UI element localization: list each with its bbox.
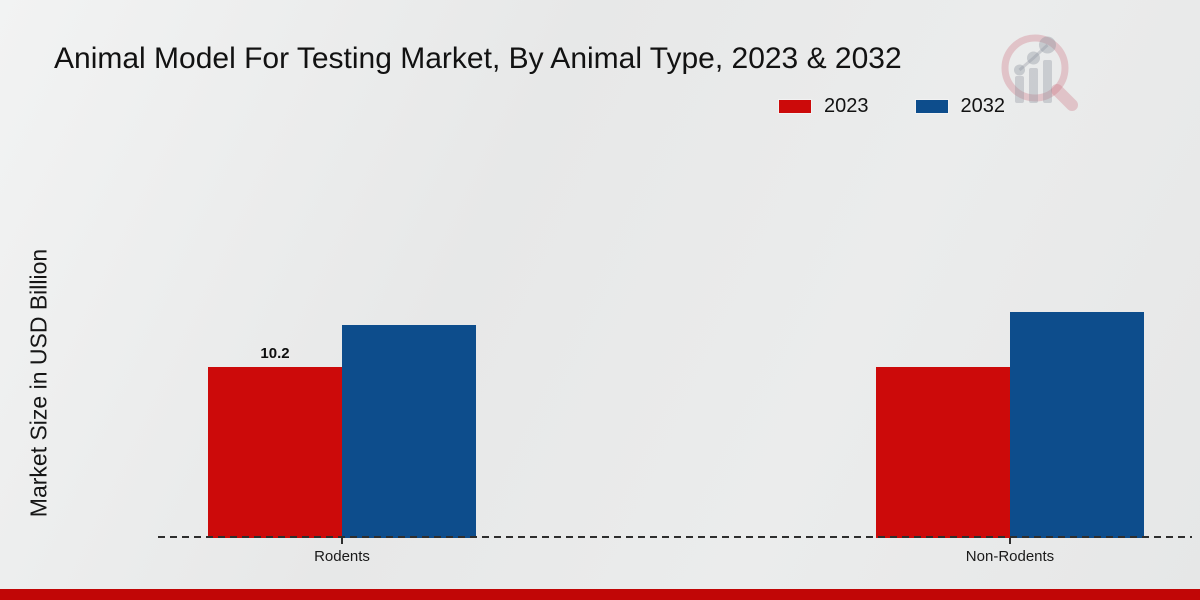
bottom-accent-bar	[0, 589, 1200, 600]
x-axis-tick-non-rodents	[1009, 538, 1011, 544]
bar-2023-rodents	[208, 367, 342, 538]
x-tick-label-non-rodents: Non-Rodents	[965, 548, 1055, 565]
bar-value-label: 10.2	[260, 345, 290, 362]
bar-2032-rodents	[342, 325, 476, 538]
legend-label-2032: 2032	[960, 95, 1006, 117]
legend-swatch-2032-icon	[914, 99, 949, 114]
legend-item-2023: 2023	[778, 95, 869, 118]
bar-2032-non-rodents	[1010, 312, 1144, 538]
x-axis-baseline	[158, 536, 1192, 538]
chart-title: Animal Model For Testing Market, By Anim…	[54, 42, 902, 75]
legend: 2023 2032	[778, 95, 1005, 118]
bar-2023-non-rodents	[876, 367, 1010, 538]
legend-label-2023: 2023	[824, 95, 869, 117]
x-axis-tick-rodents	[341, 538, 343, 544]
x-tick-label-rodents: Rodents	[314, 548, 370, 565]
legend-swatch-2023-icon	[778, 99, 812, 114]
legend-item-2032: 2032	[914, 95, 1006, 118]
magnifier-bar-chart-logo-icon	[1001, 34, 1078, 111]
